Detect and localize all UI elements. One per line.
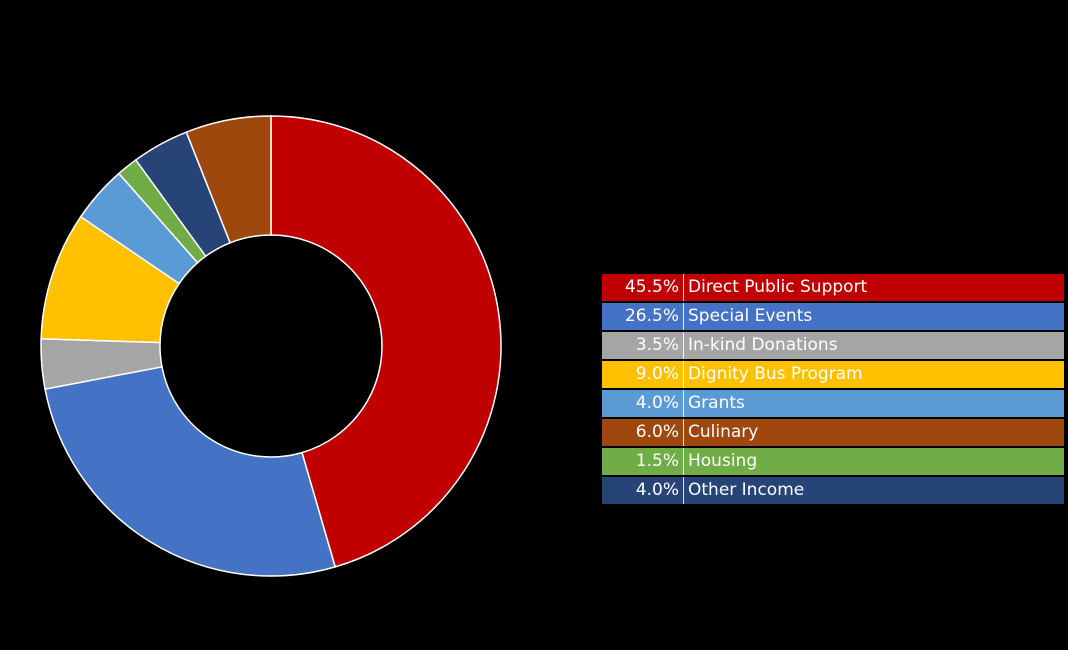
legend-row: 3.5% In-kind Donations xyxy=(602,332,1064,359)
donut-slice-direct-public-support xyxy=(270,115,502,568)
legend-label: Culinary xyxy=(688,422,759,442)
legend-percent: 4.0% xyxy=(602,477,684,504)
legend-label: In-kind Donations xyxy=(688,335,838,355)
legend-percent: 9.0% xyxy=(602,361,684,388)
donut-slice-culinary xyxy=(185,115,272,244)
legend-label: Housing xyxy=(688,451,758,471)
legend-percent: 26.5% xyxy=(602,303,684,330)
legend-label: Direct Public Support xyxy=(688,277,868,297)
legend-row: 4.0% Other Income xyxy=(602,477,1064,504)
legend-label: Special Events xyxy=(688,306,813,326)
legend-row: 26.5% Special Events xyxy=(602,303,1064,330)
legend-percent: 45.5% xyxy=(602,274,684,301)
legend-row: 45.5% Direct Public Support xyxy=(602,274,1064,301)
legend-label: Grants xyxy=(688,393,745,413)
legend-row: 1.5% Housing xyxy=(602,448,1064,475)
legend-row: 9.0% Dignity Bus Program xyxy=(602,361,1064,388)
legend-percent: 4.0% xyxy=(602,390,684,417)
legend-table: 45.5% Direct Public Support 26.5% Special E… xyxy=(602,274,1064,506)
legend-row: 6.0% Culinary xyxy=(602,419,1064,446)
legend-label: Dignity Bus Program xyxy=(688,364,863,384)
legend-percent: 1.5% xyxy=(602,448,684,475)
legend-row: 4.0% Grants xyxy=(602,390,1064,417)
legend-label: Other Income xyxy=(688,480,805,500)
legend-percent: 3.5% xyxy=(602,332,684,359)
donut-slice-special-events xyxy=(44,365,337,577)
legend-percent: 6.0% xyxy=(602,419,684,446)
